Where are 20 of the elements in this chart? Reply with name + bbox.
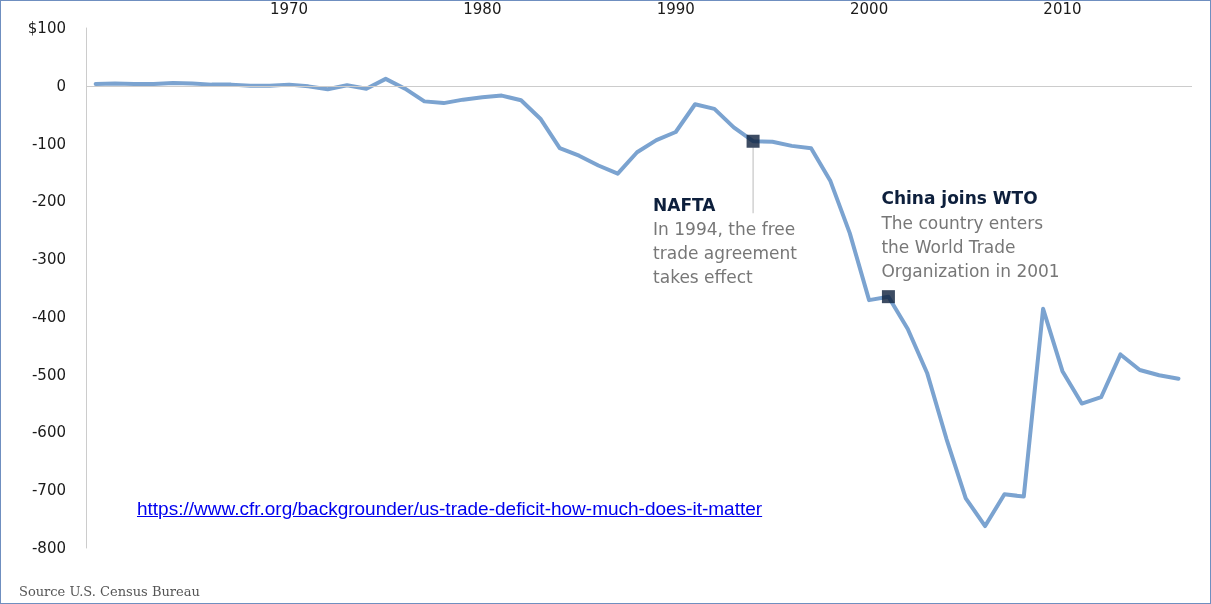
y-tick-label: -600: [31, 423, 66, 442]
x-tick-label: 2000: [850, 0, 889, 18]
y-tick-label: -500: [31, 365, 66, 384]
y-tick-label: -100: [31, 134, 66, 153]
x-tick-label: 2010: [1043, 0, 1082, 18]
y-tick-label: -300: [31, 250, 66, 269]
x-tick-label: 1980: [463, 0, 502, 18]
y-tick-label: -700: [31, 481, 66, 500]
y-tick-label: -400: [31, 307, 66, 326]
annotation: China joins WTO The country enters the World Trade Organization in 2001: [880, 188, 1060, 281]
annotation: https://www.cfr.org/backgrounder/us-trade-deficit-how-much-does-it-matter: [137, 498, 763, 520]
line-series: [93, 76, 1181, 529]
y-tick-label: -800: [31, 539, 66, 557]
annotation: NAFTA In 1994, the free trade agreement takes effect: [653, 194, 798, 288]
source-note: Source U.S. Census Bureau: [19, 584, 200, 599]
x-tick-label: 1990: [656, 0, 695, 18]
y-tick-label: $100: [27, 19, 66, 37]
y-tick-label: -200: [31, 192, 66, 211]
x-tick-label: 1970: [269, 0, 309, 18]
y-tick-label: 0: [56, 76, 66, 95]
